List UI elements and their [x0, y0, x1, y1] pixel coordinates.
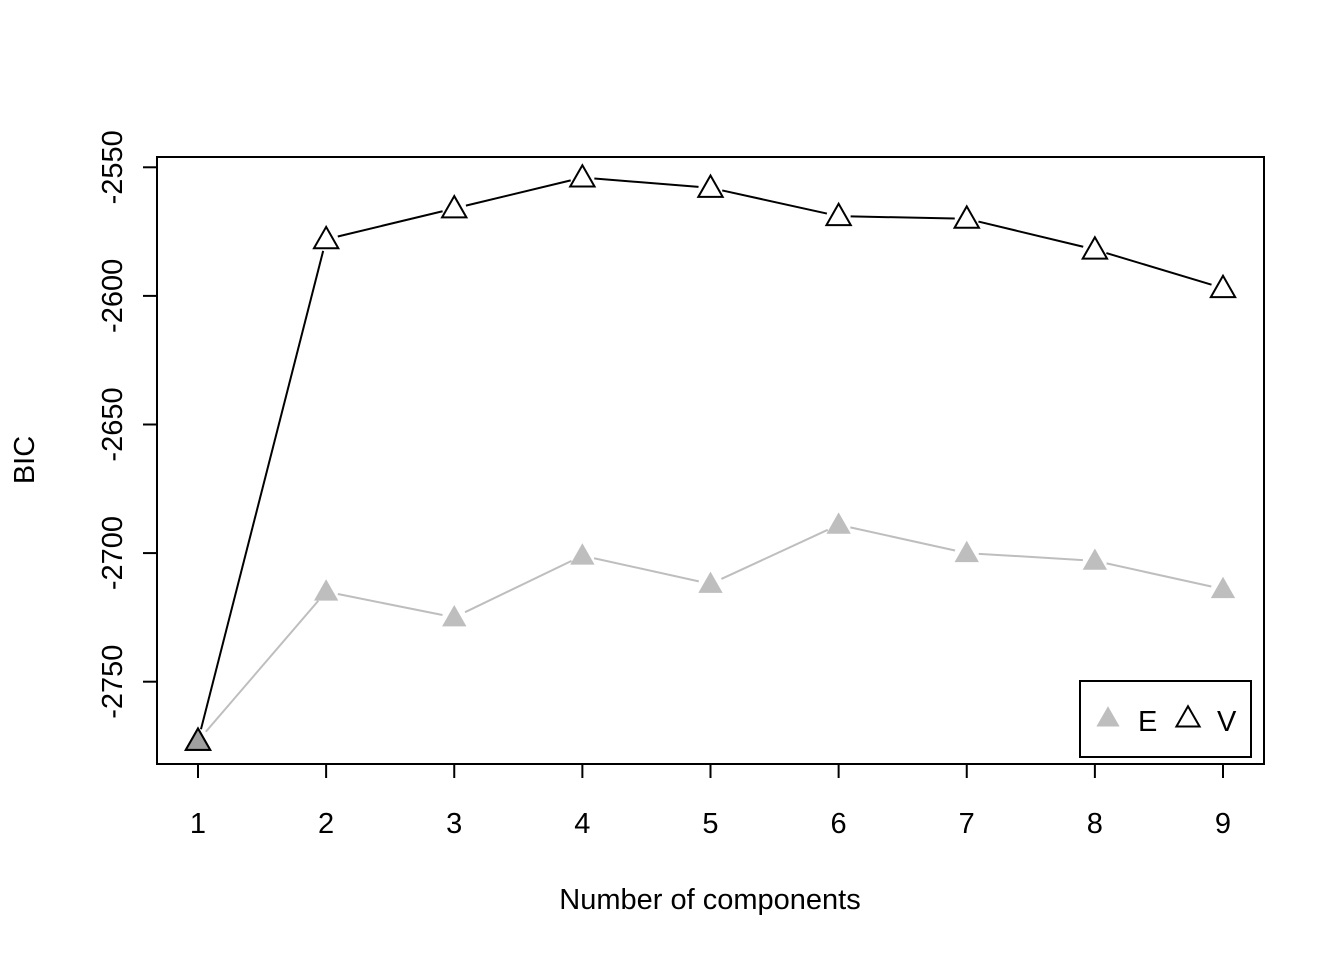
data-point-marker: [440, 194, 469, 219]
series-line-segment: [200, 250, 325, 730]
data-point-marker: [570, 543, 595, 565]
series-line-segment: [850, 526, 956, 552]
series-line-segment: [593, 557, 699, 583]
data-point-marker: [952, 204, 981, 229]
series-line-segment: [722, 189, 828, 215]
data-point-marker: [954, 540, 979, 563]
data-point-marker: [696, 173, 725, 198]
x-tick-label: 7: [959, 808, 975, 840]
data-point-marker: [826, 512, 851, 534]
y-tick-label: -2550: [97, 130, 129, 204]
x-tick-label: 9: [1215, 808, 1231, 840]
series-layer: [184, 163, 1237, 751]
data-point-marker: [568, 163, 597, 188]
series-line-segment: [1106, 252, 1212, 286]
series-line-segment: [850, 215, 955, 220]
series-line-segment: [337, 210, 443, 238]
y-tick-label: -2600: [97, 259, 129, 333]
x-tick-label: 4: [574, 808, 590, 840]
data-point-marker: [824, 201, 853, 227]
x-tick-label: 2: [318, 808, 334, 840]
data-point-marker: [313, 579, 339, 601]
series-line-segment: [720, 528, 829, 580]
data-point-marker: [312, 224, 341, 250]
x-tick-label: 5: [702, 808, 718, 840]
overlap-marker: [184, 726, 212, 751]
axes: 1 2 3 4 5 6 7 8 9 -2750 -2700 -2650 -2600 -2550: [97, 130, 1231, 840]
series-E: [185, 512, 1236, 750]
series-line-segment: [337, 593, 443, 617]
series-line-segment: [594, 177, 699, 188]
y-tick-label: -2750: [97, 645, 129, 719]
data-point-marker: [442, 605, 467, 627]
series-line-segment: [465, 179, 571, 207]
data-point-marker: [1080, 235, 1109, 260]
x-axis-label: Number of components: [559, 884, 860, 916]
legend-marker-e: [1096, 706, 1120, 727]
series-line-segment: [978, 552, 1083, 562]
series-line-segment: [978, 220, 1084, 248]
data-point-marker: [1082, 548, 1108, 570]
series-V: [184, 163, 1237, 751]
series-line-segment: [1106, 562, 1212, 588]
legend-label-v: V: [1217, 706, 1237, 738]
legend-label-e: E: [1138, 706, 1157, 738]
data-point-marker: [1210, 576, 1236, 599]
x-tick-label: 8: [1087, 808, 1103, 840]
x-tick-label: 6: [831, 808, 847, 840]
data-point-marker: [698, 571, 723, 593]
legend-marker-v: [1174, 704, 1202, 728]
y-axis-label: BIC: [9, 436, 41, 484]
x-tick-label: 1: [190, 808, 206, 840]
y-tick-label: -2700: [97, 516, 129, 590]
y-tick-label: -2650: [97, 387, 129, 461]
series-line-segment: [205, 600, 320, 733]
series-line-segment: [464, 559, 572, 614]
x-tick-label: 3: [446, 808, 462, 840]
data-point-marker: [1209, 273, 1237, 299]
